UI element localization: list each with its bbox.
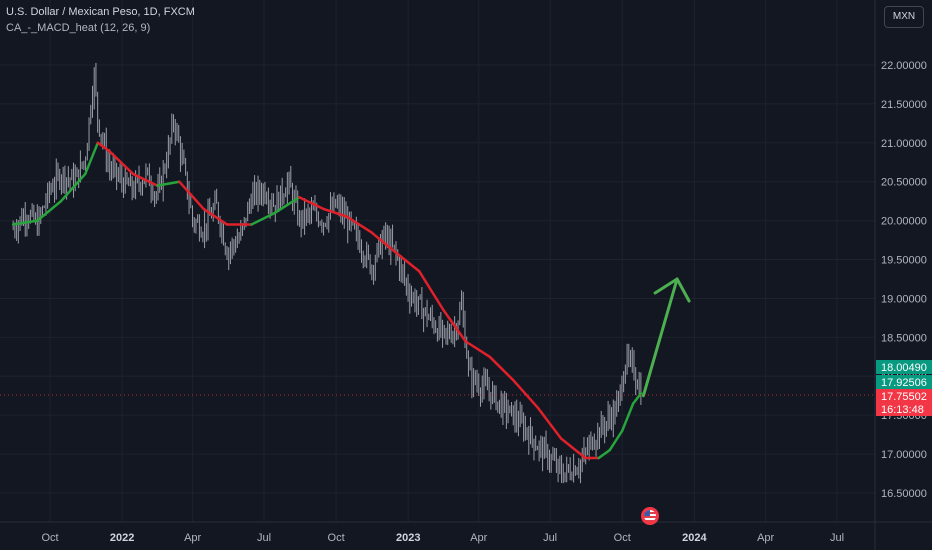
time-tick-label: Jul (257, 532, 271, 544)
ma-segment (298, 196, 325, 211)
time-tick-label: 2023 (396, 532, 420, 544)
ma-segment (512, 378, 539, 409)
ma-segment (11, 219, 39, 226)
price-tick-label: 22.00000 (881, 60, 927, 72)
ma-segment (156, 180, 181, 187)
ma-segment (202, 207, 229, 226)
price-tick-label: 16.50000 (881, 488, 927, 500)
ma-segment (131, 172, 159, 187)
ma-segment (597, 448, 611, 460)
ma-segment (273, 196, 301, 215)
ma-segment (345, 215, 373, 234)
ma-segment (488, 355, 515, 382)
ma-segment (536, 406, 563, 440)
currency-button[interactable]: MXN (884, 6, 924, 28)
time-tick-label: Jul (543, 532, 557, 544)
price-label-box (876, 375, 932, 389)
forecast-arrow (641, 277, 691, 398)
ma-segment (370, 231, 397, 254)
arrow-shaft (641, 277, 679, 398)
ma-segment (107, 149, 135, 176)
ma-segment (442, 308, 467, 343)
price-tick-label: 21.50000 (881, 99, 927, 111)
ma-segment (417, 269, 445, 312)
price-axis[interactable]: 16.5000017.0000017.5000018.0000018.50000… (881, 60, 927, 500)
arrow-head (653, 277, 691, 303)
time-tick-label: Jul (830, 532, 844, 544)
price-tick-label: 21.00000 (881, 138, 927, 150)
price-label: 17.92506 (881, 377, 927, 389)
indicator-label[interactable]: CA_-_MACD_heat (12, 26, 9) (6, 22, 151, 34)
time-tick-label: Apr (184, 532, 201, 544)
price-tick-label: 19.00000 (881, 293, 927, 305)
ma-segment (59, 172, 87, 203)
ma-segment (393, 250, 421, 273)
time-tick-label: Oct (328, 532, 345, 544)
ma-segment (322, 207, 349, 218)
time-tick-label: Apr (757, 532, 774, 544)
price-tick-label: 20.00000 (881, 216, 927, 228)
time-tick-label: 2022 (110, 532, 134, 544)
moving-average (11, 141, 643, 460)
ma-segment (96, 141, 111, 152)
us-flag-icon[interactable] (641, 507, 659, 525)
ma-segment (36, 199, 63, 222)
time-tick-label: Oct (41, 532, 58, 544)
price-label: 16:13:48 (881, 404, 924, 416)
price-label-box (876, 360, 932, 374)
candles (12, 62, 642, 484)
price-tick-label: 17.00000 (881, 449, 927, 461)
price-tick-label: 20.50000 (881, 177, 927, 189)
ma-segment (178, 180, 205, 211)
price-label: 18.00490 (881, 362, 927, 374)
ma-segment (84, 141, 100, 176)
time-tick-label: 2024 (682, 532, 707, 544)
symbol-title[interactable]: U.S. Dollar / Mexican Peso, 1D, FXCM (6, 6, 195, 18)
price-tick-label: 19.50000 (881, 255, 927, 267)
time-tick-label: Oct (614, 532, 631, 544)
price-label-box (876, 402, 932, 416)
ma-segment (250, 211, 277, 226)
ma-segment (559, 437, 587, 460)
time-axis[interactable]: Oct 2022 Apr Jul Oct 2023 Apr Jul Oct 2024 Apr Jul (41, 532, 844, 544)
price-tick-label: 18.50000 (881, 332, 927, 344)
time-tick-label: Apr (470, 532, 487, 544)
price-label: 17.75502 (881, 391, 927, 403)
ma-segment (620, 402, 635, 432)
ma-segment (608, 429, 624, 452)
ma-segment (631, 392, 643, 405)
ma-segment (464, 340, 491, 359)
price-label-box (876, 389, 932, 403)
